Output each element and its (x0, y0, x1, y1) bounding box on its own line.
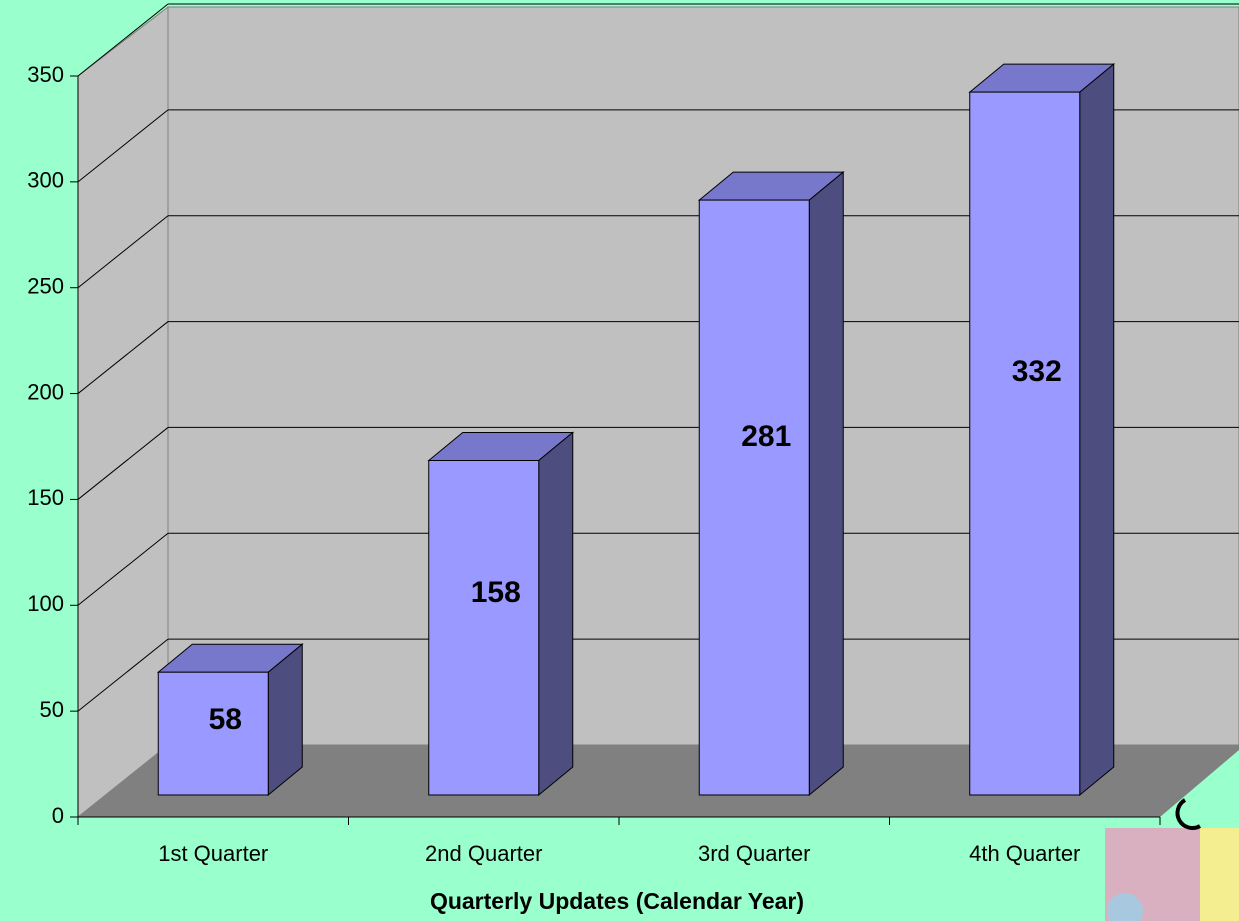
value-label: 158 (471, 576, 521, 609)
bar-front (969, 91, 1081, 796)
decor-arc (1175, 798, 1201, 830)
bar-side (808, 171, 844, 797)
y-tick-label: 350 (27, 62, 64, 87)
bar-front (698, 199, 810, 796)
x-tick-label: 2nd Quarter (425, 841, 542, 866)
y-tick-label: 50 (40, 697, 64, 722)
side-wall (77, 5, 169, 819)
x-axis-title: Quarterly Updates (Calendar Year) (430, 888, 804, 914)
bar (697, 171, 845, 797)
decor-block (1200, 828, 1239, 921)
grid-line (77, 532, 169, 606)
bar-front (428, 459, 540, 796)
bar (156, 643, 304, 797)
y-tick-label: 250 (27, 274, 64, 299)
value-label: 58 (209, 703, 242, 736)
grid-line (77, 427, 169, 500)
bar (968, 63, 1116, 797)
floor (78, 745, 1239, 817)
bar-front (157, 671, 269, 796)
bar-side (1079, 63, 1115, 797)
y-tick-label: 200 (27, 379, 64, 404)
x-tick-label: 1st Quarter (158, 841, 268, 866)
decoration (1105, 798, 1239, 921)
y-tick-label: 300 (27, 168, 64, 193)
x-tick-label: 4th Quarter (969, 841, 1080, 866)
grid-line (77, 638, 169, 712)
bar (427, 431, 575, 797)
y-tick-label: 0 (52, 803, 64, 828)
grid-line (77, 109, 169, 183)
grid-line (77, 3, 169, 77)
value-label: 281 (741, 420, 791, 453)
grid-line (77, 321, 169, 394)
y-tick-label: 150 (27, 485, 64, 510)
value-label: 332 (1012, 355, 1062, 388)
decor-dot (1107, 893, 1143, 921)
y-tick-label: 100 (27, 591, 64, 616)
grid-line (77, 215, 169, 289)
bar-side (538, 431, 574, 797)
x-tick-label: 3rd Quarter (698, 841, 811, 866)
